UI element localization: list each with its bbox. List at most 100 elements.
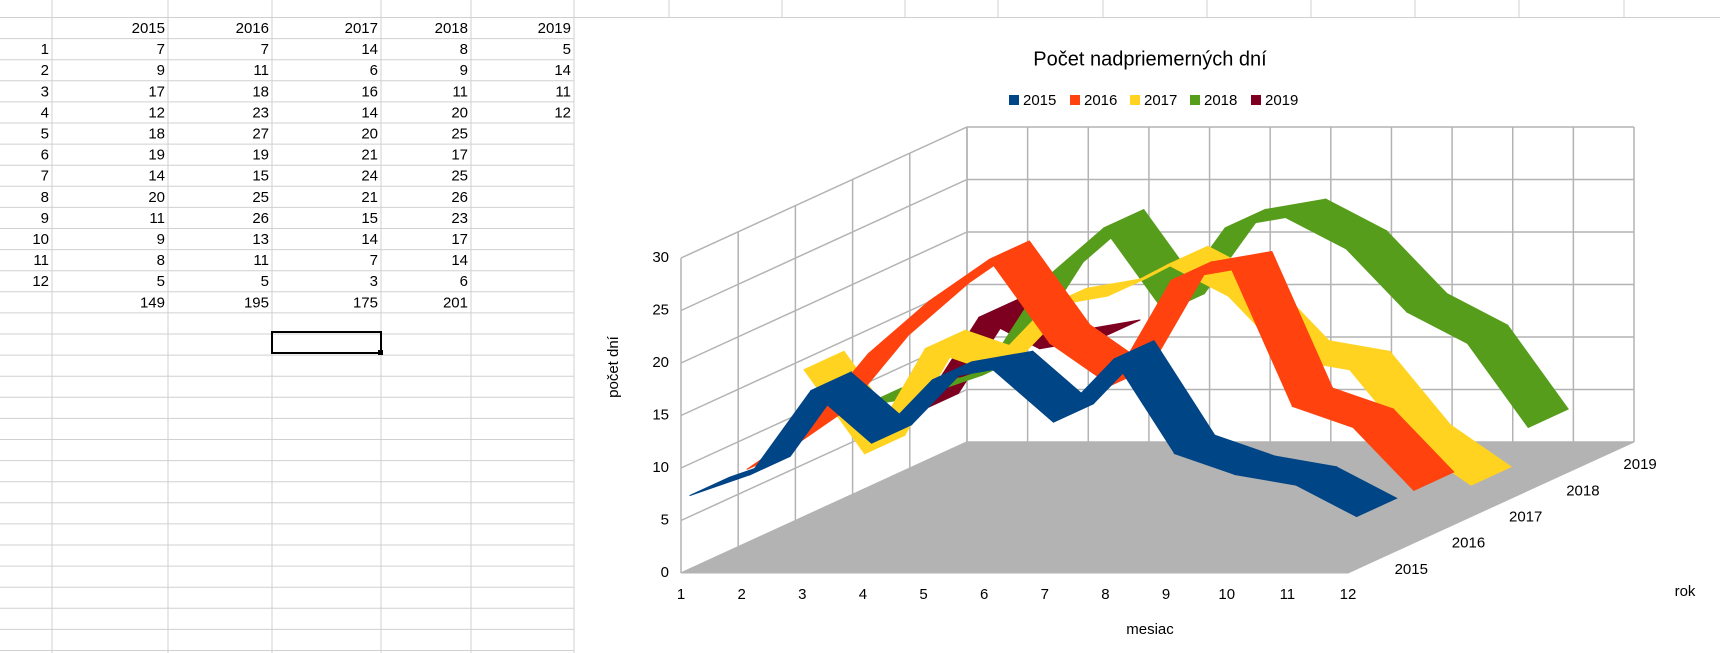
legend-label: 2016 <box>1084 92 1117 109</box>
cell: 15 <box>252 168 269 185</box>
cell: 9 <box>460 62 468 79</box>
cell: 12 <box>554 104 571 121</box>
cell: 9 <box>157 231 165 248</box>
cell: 7 <box>41 168 49 185</box>
legend-label: 2018 <box>1204 92 1237 109</box>
cell: 17 <box>451 147 468 164</box>
cell: 9 <box>157 62 165 79</box>
cell: 21 <box>361 147 378 164</box>
fill-handle[interactable] <box>378 350 383 355</box>
cell: 12 <box>32 273 49 290</box>
cell: 6 <box>460 273 468 290</box>
cell: 11 <box>452 83 468 100</box>
ribbon-segment <box>1294 466 1398 518</box>
cell: 16 <box>361 83 378 100</box>
x-axis-title: mesiac <box>1126 621 1174 638</box>
cell: 26 <box>451 189 468 206</box>
cell: 201 <box>443 294 468 311</box>
cell: 11 <box>253 62 269 79</box>
z-tick-label: 2016 <box>1452 535 1485 552</box>
y-tick-label: 25 <box>652 301 669 318</box>
cell: 7 <box>157 41 165 58</box>
cell: 195 <box>244 294 269 311</box>
y-tick-label: 5 <box>661 511 669 528</box>
x-tick-label: 11 <box>1280 586 1296 603</box>
legend-swatch <box>1251 95 1261 105</box>
cell: 23 <box>451 210 468 227</box>
cell: 17 <box>451 231 468 248</box>
y-tick-label: 15 <box>652 406 669 423</box>
cell: 9 <box>41 210 49 227</box>
legend-swatch <box>1070 95 1080 105</box>
cell: 14 <box>361 231 378 248</box>
y-tick-label: 0 <box>661 564 669 581</box>
cell: 11 <box>149 210 165 227</box>
cell: 5 <box>157 273 165 290</box>
cell: 2016 <box>236 20 269 37</box>
cell: 19 <box>148 147 165 164</box>
selected-cell[interactable] <box>271 331 382 354</box>
cell: 20 <box>148 189 165 206</box>
cell: 149 <box>140 294 165 311</box>
chart: Počet nadpriemerných dní mesiac počet dn… <box>605 48 1696 638</box>
cell: 2017 <box>345 20 378 37</box>
cell: 14 <box>554 62 571 79</box>
x-tick-label: 6 <box>980 586 988 603</box>
cell: 12 <box>148 104 165 121</box>
y-tick-label: 10 <box>652 459 669 476</box>
y-tick-label: 20 <box>652 354 669 371</box>
x-tick-label: 4 <box>859 586 867 603</box>
cell: 5 <box>563 41 571 58</box>
cell: 20 <box>361 126 378 143</box>
cell: 2 <box>41 62 49 79</box>
x-tick-label: 3 <box>798 586 806 603</box>
cell: 18 <box>148 126 165 143</box>
x-tick-label: 2 <box>737 586 745 603</box>
z-axis-title: rok <box>1675 583 1696 600</box>
z-tick-label: 2017 <box>1509 508 1542 525</box>
legend-swatch <box>1009 95 1019 105</box>
ribbon-segment <box>1466 324 1569 429</box>
legend-label: 2019 <box>1265 92 1298 109</box>
x-tick-label: 1 <box>677 586 685 603</box>
cell: 2019 <box>538 20 571 37</box>
legend-label: 2015 <box>1023 92 1056 109</box>
z-tick-label: 2018 <box>1566 482 1599 499</box>
ribbon-segment <box>1113 340 1216 455</box>
x-tick-label: 9 <box>1162 586 1170 603</box>
cell: 14 <box>361 41 378 58</box>
cell: 19 <box>252 147 269 164</box>
cell: 8 <box>41 189 49 206</box>
cell: 26 <box>252 210 269 227</box>
x-tick-label: 12 <box>1340 586 1357 603</box>
cell: 2015 <box>132 20 165 37</box>
x-tick-label: 7 <box>1041 586 1049 603</box>
cell: 3 <box>370 273 378 290</box>
cell: 21 <box>361 189 378 206</box>
cell: 11 <box>33 252 49 269</box>
cell: 6 <box>370 62 378 79</box>
ribbon-segment <box>1345 229 1448 313</box>
cell: 14 <box>361 104 378 121</box>
cell: 7 <box>370 252 378 269</box>
x-tick-label: 10 <box>1218 586 1235 603</box>
cell: 10 <box>32 231 49 248</box>
cell: 7 <box>261 41 269 58</box>
cell: 14 <box>451 252 468 269</box>
cell: 18 <box>252 83 269 100</box>
legend-swatch <box>1190 95 1200 105</box>
cell: 27 <box>252 126 269 143</box>
cell: 5 <box>41 126 49 143</box>
cell: 24 <box>361 168 378 185</box>
cell: 11 <box>555 83 571 100</box>
cell: 8 <box>157 252 165 269</box>
ribbon-segment <box>1352 408 1455 492</box>
legend-label: 2017 <box>1144 92 1177 109</box>
z-tick-label: 2015 <box>1395 561 1428 578</box>
cell: 14 <box>148 168 165 185</box>
cell: 175 <box>353 294 378 311</box>
cell: 3 <box>41 83 49 100</box>
legend-swatch <box>1130 95 1140 105</box>
